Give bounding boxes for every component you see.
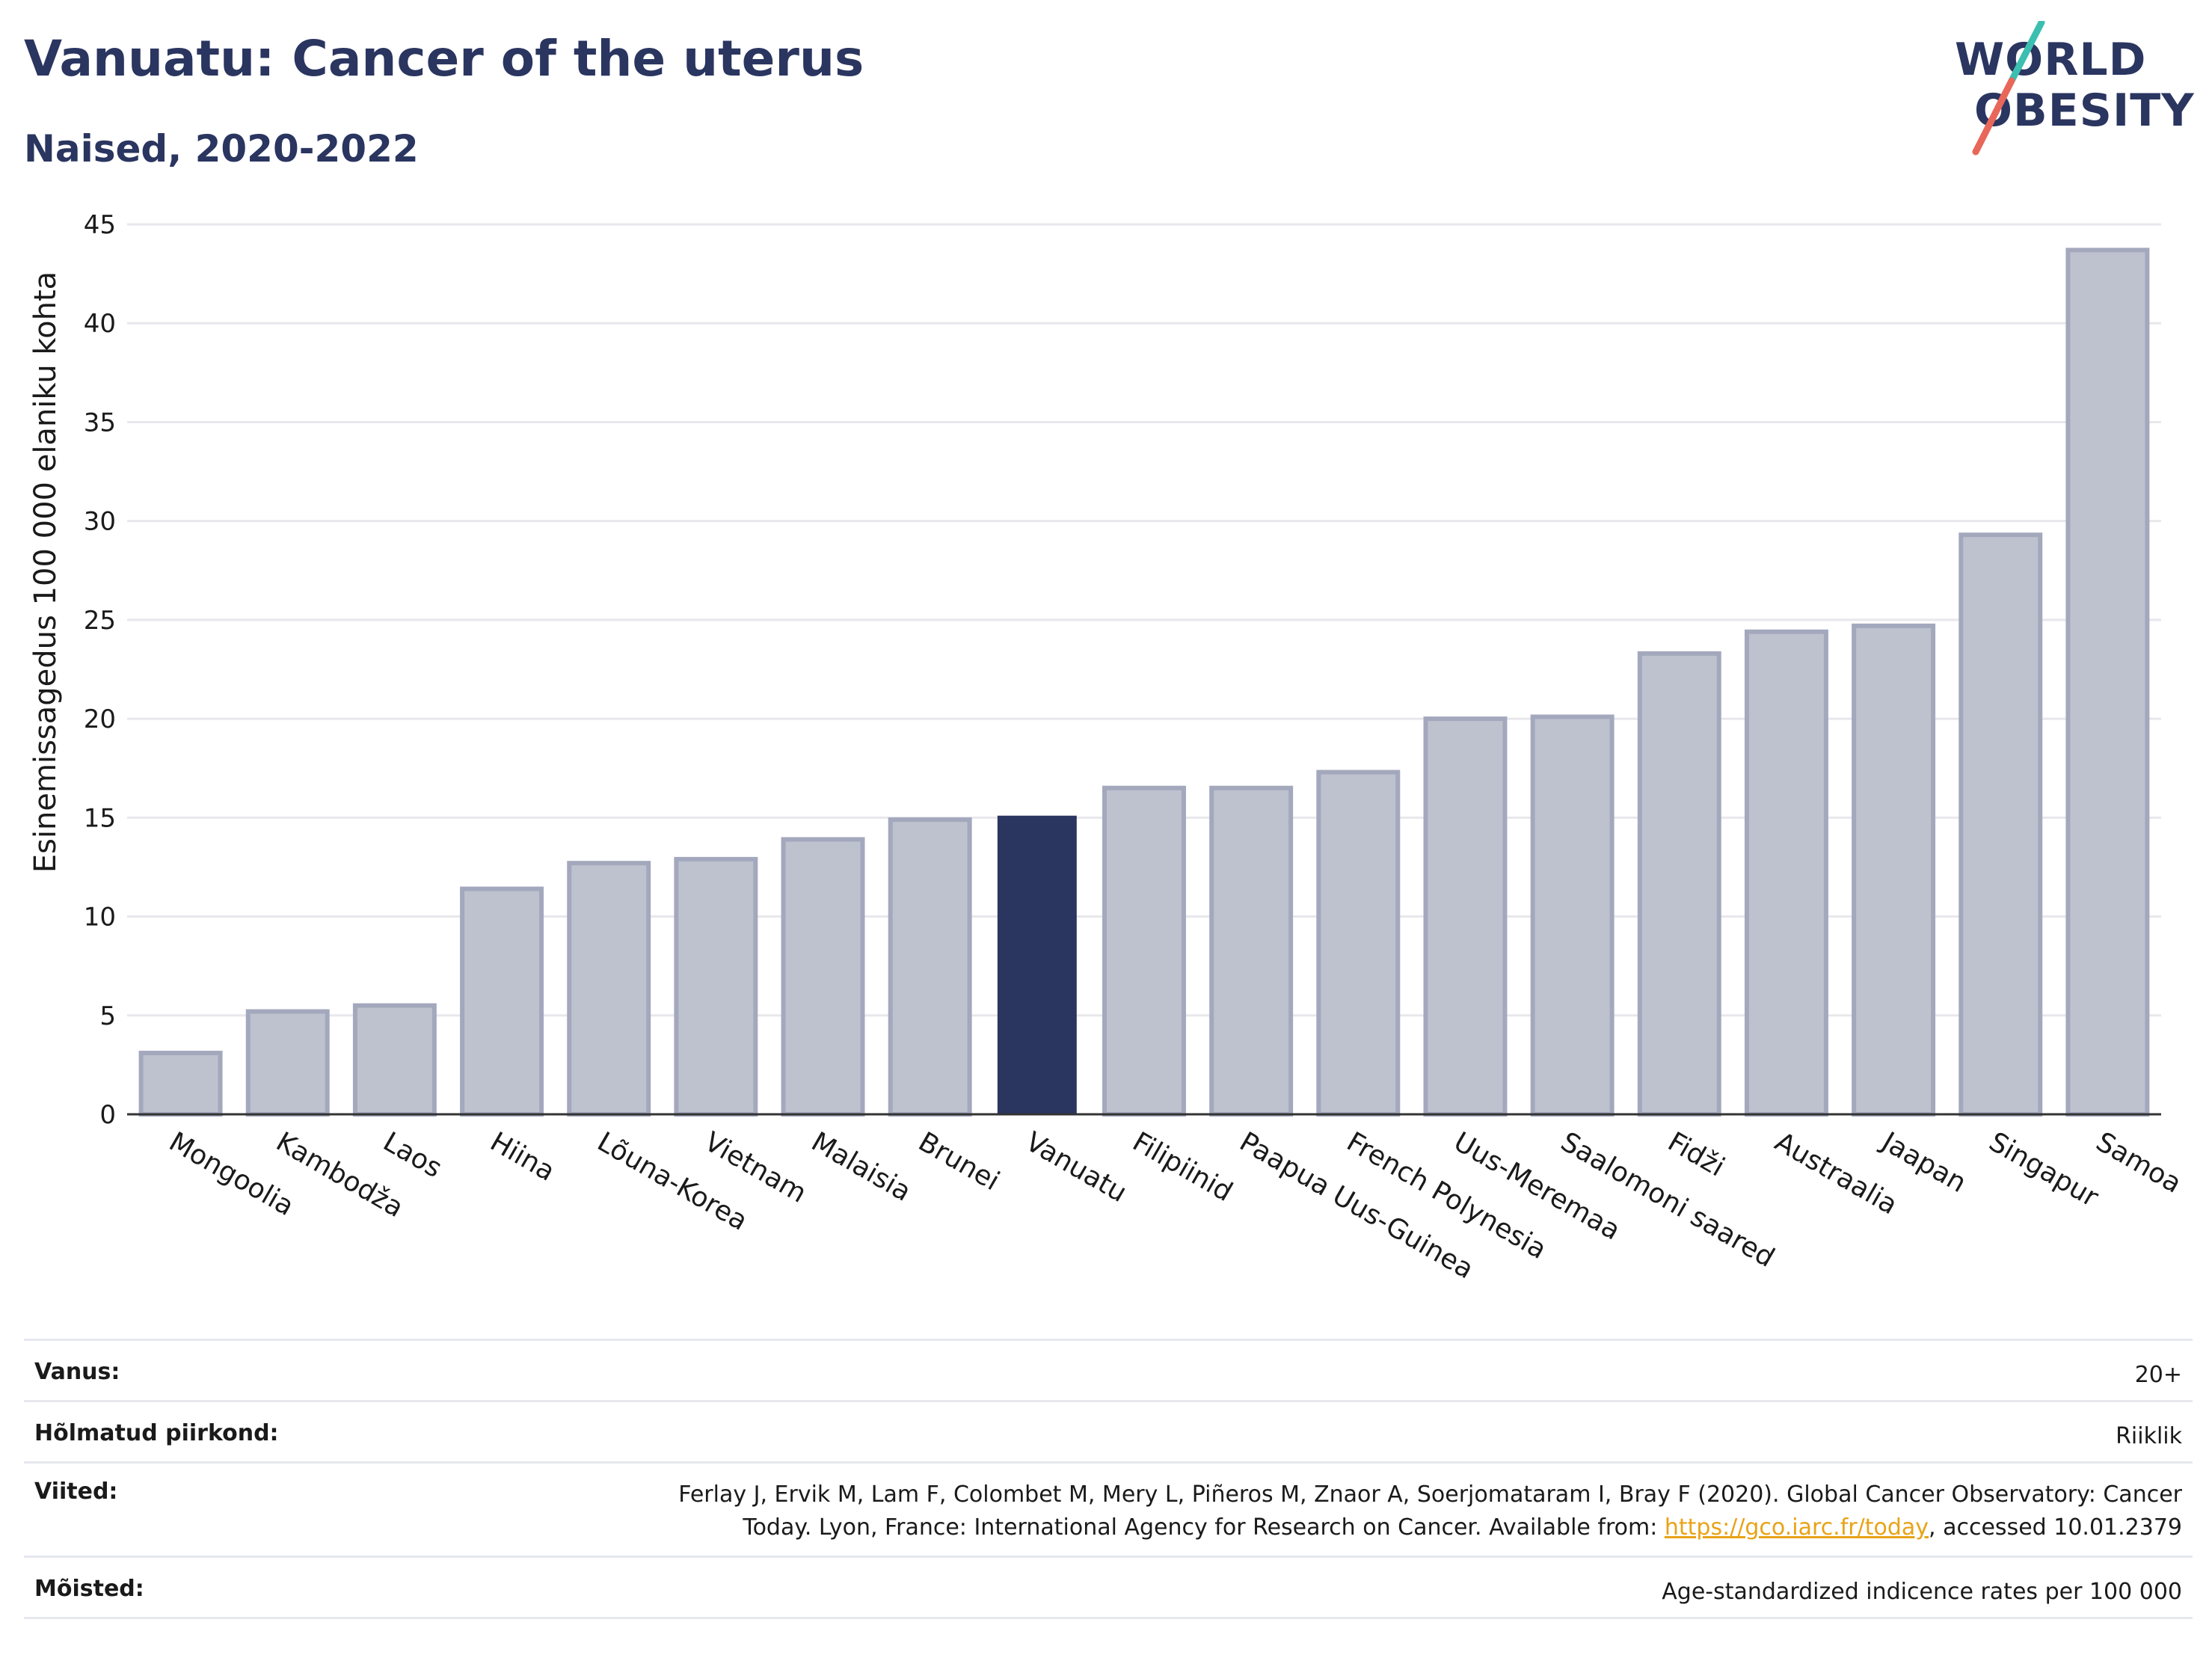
bar-french-polynesia[interactable] [1316,770,1401,1117]
y-axis-title: Esinemissagedus 100 000 elaniku kohta [28,271,63,873]
x-tick-label: Laos [378,1126,446,1184]
bar-saalomoni-saared[interactable] [1530,714,1615,1117]
bar-singapur[interactable] [1958,532,2043,1117]
y-tick-label: 15 [84,803,116,833]
bar-brunei[interactable] [888,817,972,1117]
x-tick-label: Filipiinid [1128,1126,1238,1208]
info-row-age: Vanus: 20+ [24,1339,2193,1401]
info-row-references: Viited: Ferlay J, Ervik M, Lam F, Colomb… [24,1461,2193,1557]
chart-title: Vanuatu: Cancer of the uterus [24,30,864,87]
bars [138,248,2150,1117]
x-tick-label: Hiina [485,1126,560,1187]
world-obesity-logo[interactable]: WORLD OBESITY [1944,21,2199,163]
bar-fid-i[interactable] [1637,651,1721,1117]
y-tick-label: 0 [99,1100,116,1130]
x-tick-label: Singapur [1984,1126,2104,1213]
bar-austraalia[interactable] [1744,629,1828,1117]
region-label: Hõlmatud piirkond: [24,1400,338,1463]
x-tick-label: Fidži [1662,1126,1730,1182]
bar-mongoolia[interactable] [138,1051,223,1117]
bar-kambod-a[interactable] [245,1009,330,1117]
x-tick-label: Vanuatu [1020,1126,1131,1209]
bar-paapua-uus-guinea[interactable] [1209,785,1294,1117]
y-tick-label: 5 [99,1001,116,1031]
y-tick-label: 35 [84,408,116,437]
y-tick-label: 40 [84,309,116,339]
bar-vanuatu[interactable] [997,815,1077,1114]
gco-link[interactable]: https://gco.iarc.fr/today [1664,1514,1929,1541]
region-value: Riiklik [338,1400,2193,1463]
bar-laos[interactable] [352,1003,437,1117]
y-tick-label: 25 [84,606,116,636]
bar-l-una-korea[interactable] [567,861,651,1117]
x-tick-label: Malaisia [806,1126,916,1208]
info-row-definitions: Mõisted: Age-standardized indicence rate… [24,1556,2193,1619]
info-table: Vanus: 20+ Hõlmatud piirkond: Riiklik Vi… [24,1339,2193,1619]
x-tick-label: Samoa [2091,1126,2187,1200]
bar-vietnam[interactable] [674,856,758,1117]
bar-samoa[interactable] [2065,248,2150,1117]
bar-hiina[interactable] [460,886,544,1117]
y-tick-label: 45 [84,210,116,240]
bar-filipiinid[interactable] [1102,785,1186,1117]
references-line1: Ferlay J, Ervik M, Lam F, Colombet M, Me… [678,1481,2182,1508]
age-value: 20+ [338,1339,2193,1401]
y-tick-label: 20 [84,704,116,734]
y-tick-label: 10 [84,903,116,933]
y-tick-label: 30 [84,507,116,537]
logo-line1: WORLD [1955,34,2147,86]
definitions-label: Mõisted: [24,1556,338,1619]
x-tick-label: Brunei [913,1126,1004,1197]
logo-slash-icon [1972,21,2045,156]
age-label: Vanus: [24,1339,338,1401]
references-line2-pre: Today. Lyon, France: International Agenc… [743,1514,1665,1541]
references-line2-post: , accessed 10.01.2379 [1929,1514,2182,1541]
logo-line2: OBESITY [1974,85,2195,137]
references-label: Viited: [24,1461,338,1557]
y-axis-ticks: 0 5 10 15 20 25 30 35 40 45 [84,210,116,1130]
bar-uus-meremaa[interactable] [1423,716,1508,1117]
x-tick-label: Austraalia [1769,1126,1902,1220]
bar-malaisia[interactable] [781,837,865,1117]
chart-subtitle: Naised, 2020-2022 [24,127,419,171]
info-row-region: Hõlmatud piirkond: Riiklik [24,1400,2193,1463]
references-value: Ferlay J, Ervik M, Lam F, Colombet M, Me… [338,1461,2193,1557]
bar-jaapan[interactable] [1852,623,1936,1117]
definitions-value: Age-standardized indicence rates per 100… [338,1556,2193,1619]
